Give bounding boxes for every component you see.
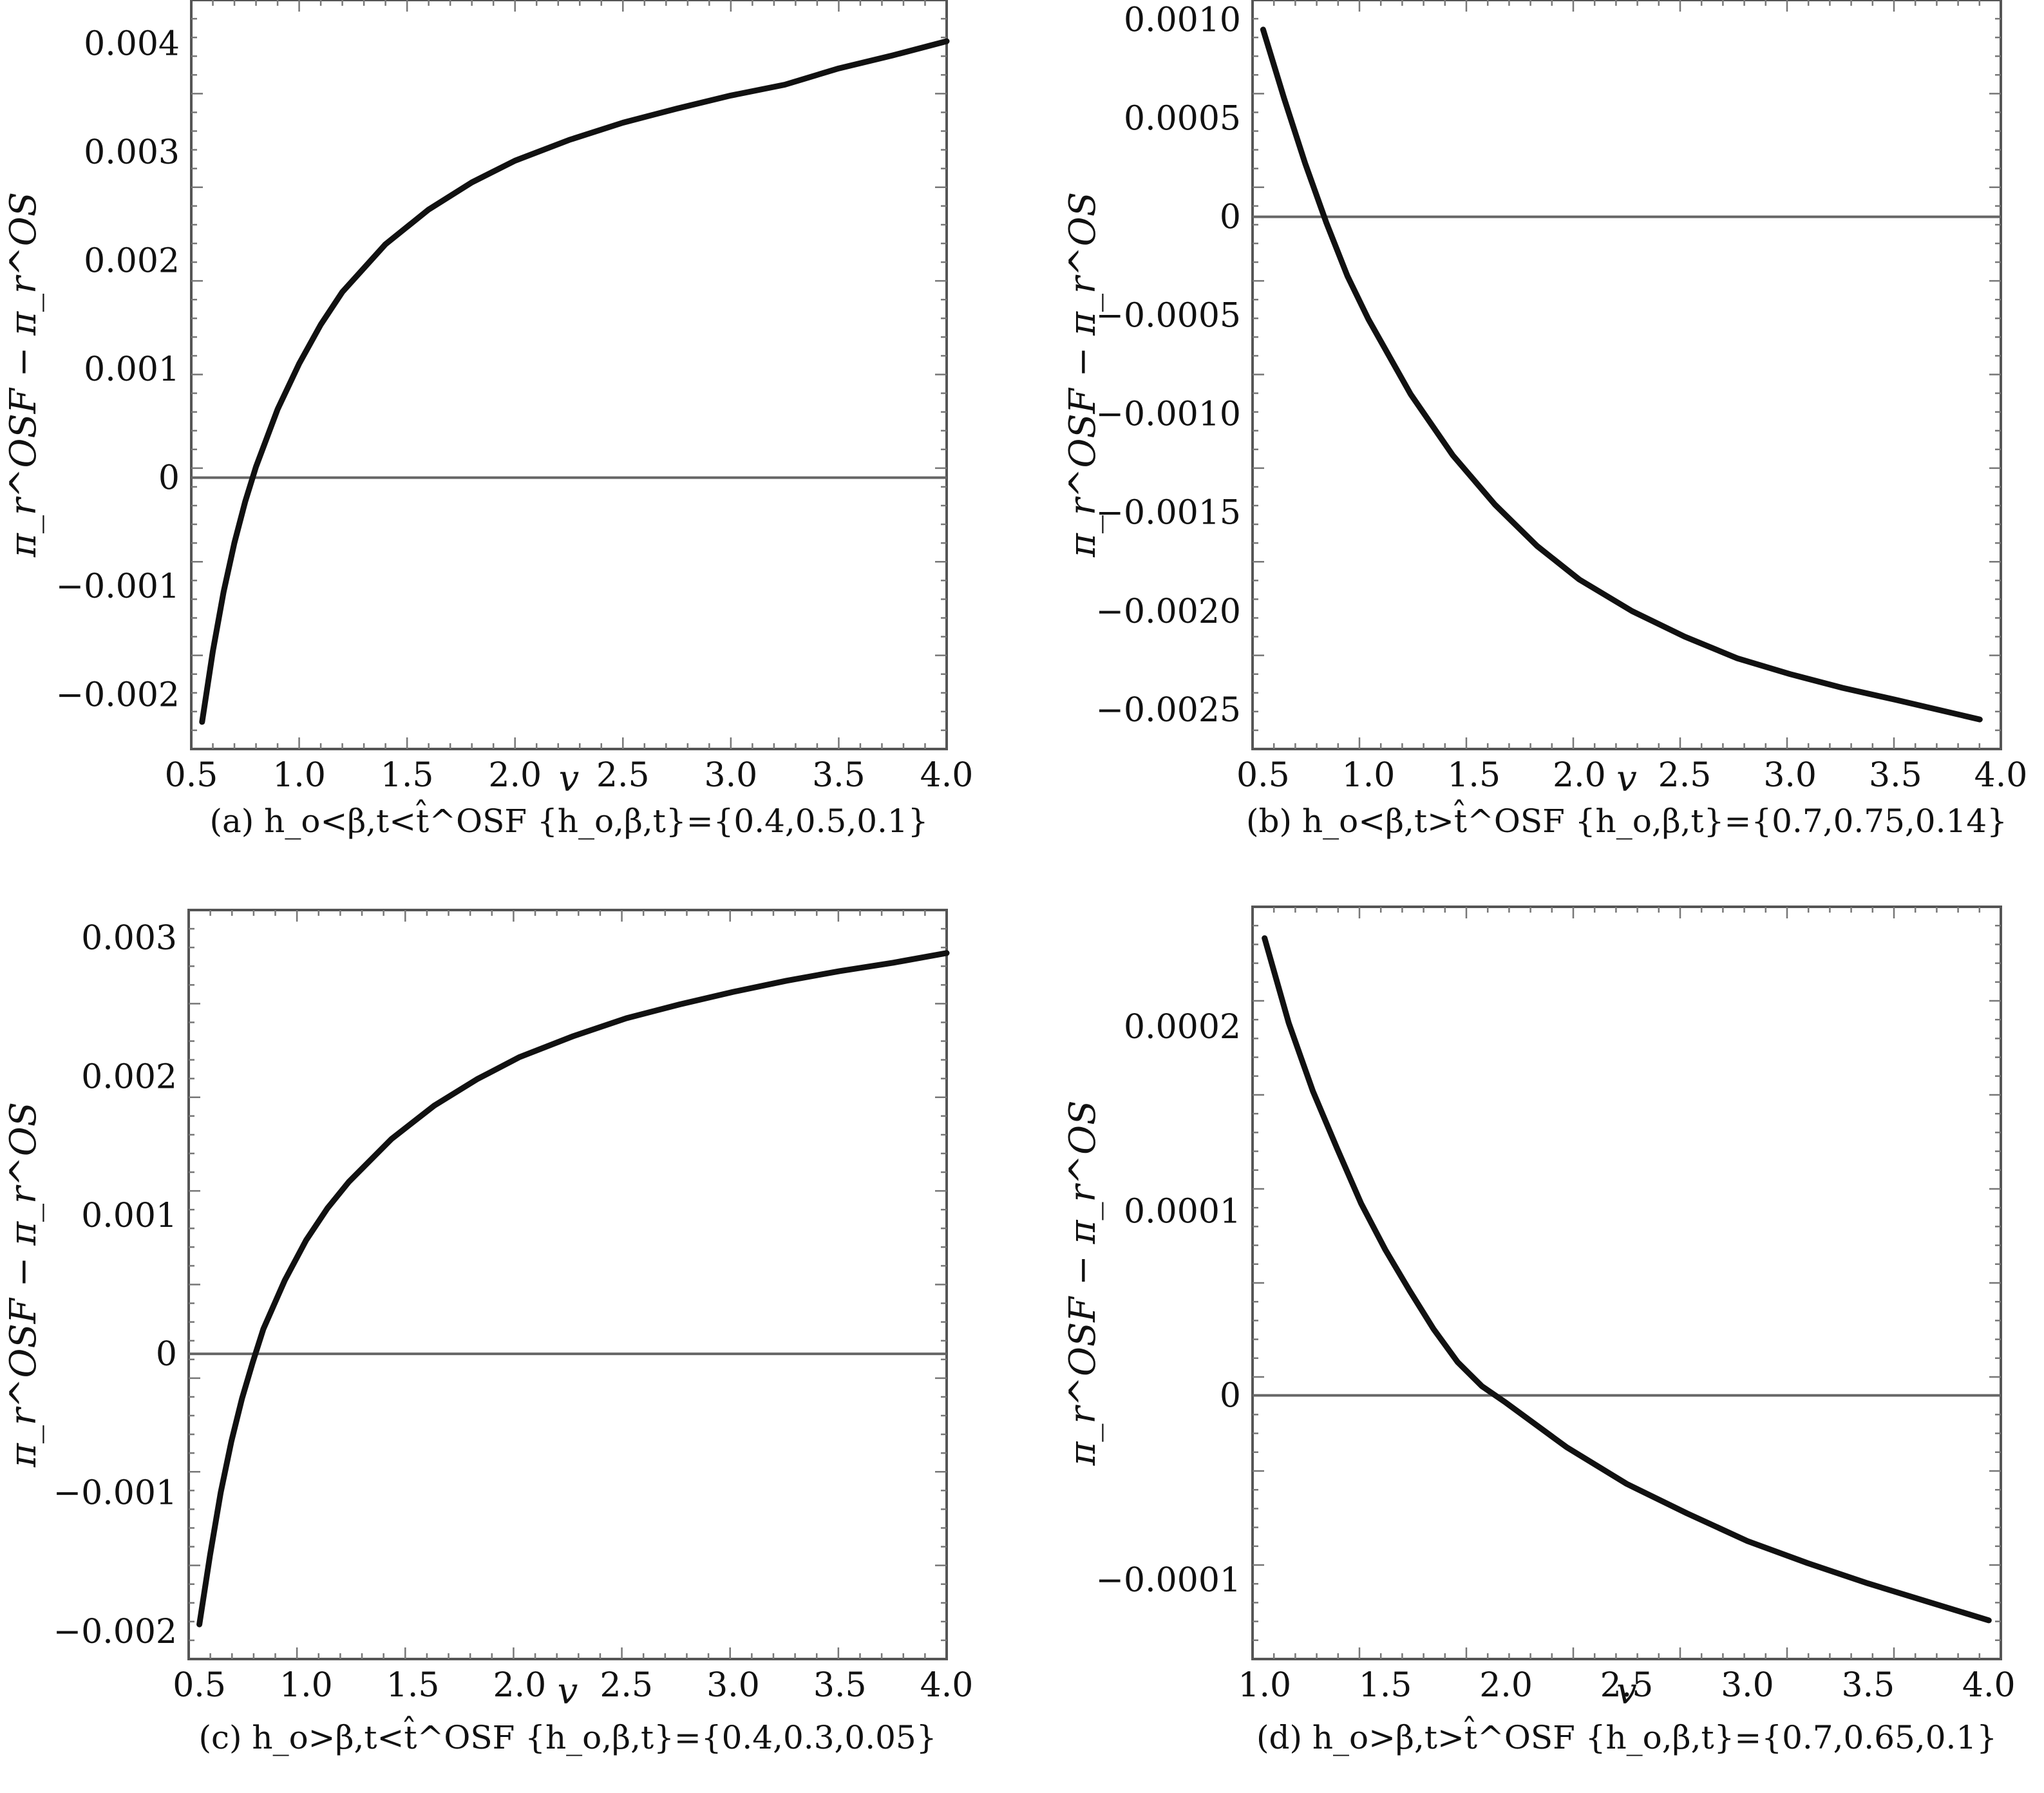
- y-tick-label: 0.0005: [1124, 100, 1241, 138]
- y-tick-label: −0.0010: [1095, 395, 1241, 434]
- x-tick-label: 3.5: [1841, 1666, 1895, 1705]
- minor-ticks: [189, 910, 947, 1659]
- y-tick-label: 0: [1220, 1377, 1241, 1416]
- x-tick-label: 2.5: [596, 756, 650, 795]
- panel-a: 0.5 1.0 1.5 2.0 2.5 3.0 3.5 4.0 −0.002 −0.001 0 0.0…: [3, 0, 973, 840]
- x-tick-label: 0.5: [173, 1666, 226, 1705]
- x-axis-label: v: [558, 1671, 578, 1712]
- x-tick-label: 0.5: [165, 756, 218, 795]
- x-tick-label: 3.0: [706, 1666, 760, 1705]
- y-tick-label: 0.002: [81, 1058, 177, 1096]
- plot-frame: [1251, 906, 2002, 1660]
- panel-b: 0.5 1.0 1.5 2.0 2.5 3.0 3.5 4.0 −0.0025 −0.0020 −0…: [1062, 0, 2027, 840]
- x-tick-label: 2.5: [1600, 1666, 1654, 1705]
- x-tick-label: 1.0: [279, 1666, 333, 1705]
- x-axis-label: v: [1616, 1671, 1637, 1712]
- x-tick-label: 3.5: [813, 1666, 867, 1705]
- y-tick-label: −0.002: [56, 676, 180, 715]
- panel-c: 0.5 1.0 1.5 2.0 2.5 3.0 3.5 4.0 −0.002 −0.001 0 0.0…: [3, 909, 974, 1756]
- x-tick-label: 1.0: [1342, 756, 1396, 795]
- plot-frame: [190, 0, 948, 750]
- y-tick-label: 0.001: [84, 350, 180, 389]
- x-tick-label: 2.0: [1479, 1666, 1533, 1705]
- y-tick-label: −0.0005: [1095, 297, 1241, 336]
- y-tick-label: 0.002: [84, 242, 180, 281]
- panel-caption: (b) h_o<β,t>t̂^OSF {h_o,β,t}={0.7,0.75,0…: [1246, 799, 2007, 840]
- x-tick-label: 2.0: [1553, 756, 1606, 795]
- panel-d: 1.0 1.5 2.0 2.5 3.0 3.5 4.0 −0.0001 0 0.0001 0.000…: [1062, 906, 2016, 1756]
- panel-caption: (c) h_o>β,t<t̂^OSF {h_o,β,t}={0.4,0.3,0.…: [198, 1715, 936, 1756]
- y-axis-label: π_r^OSF − π_r^OS: [1062, 1101, 1104, 1466]
- y-tick-label: −0.002: [53, 1613, 177, 1651]
- x-tick-label: 3.5: [812, 756, 866, 795]
- series-line: [199, 38, 950, 725]
- x-tick-label: 2.0: [493, 1666, 547, 1705]
- x-tick-label: 2.5: [600, 1666, 653, 1705]
- x-axis-label: v: [559, 758, 580, 800]
- y-axis-label: π_r^OSF − π_r^OS: [1062, 192, 1104, 558]
- x-tick-label: 0.5: [1236, 756, 1290, 795]
- x-tick-label: 4.0: [920, 1666, 974, 1705]
- minor-ticks: [1253, 0, 2001, 749]
- y-tick-label: 0: [156, 1335, 177, 1374]
- y-axis-label: π_r^OSF − π_r^OS: [3, 192, 44, 558]
- x-tick-label: 3.0: [1763, 756, 1817, 795]
- minor-ticks: [191, 0, 947, 749]
- y-tick-label: 0.0001: [1124, 1192, 1241, 1231]
- panel-caption: (d) h_o>β,t>t̂^OSF {h_o,β,t}={0.7,0.65,0…: [1256, 1715, 1997, 1756]
- y-tick-label: −0.0001: [1095, 1561, 1241, 1600]
- x-tick-label: 2.0: [488, 756, 542, 795]
- y-tick-label: 0: [158, 459, 180, 498]
- x-tick-label: 3.0: [1721, 1666, 1774, 1705]
- x-tick-label: 4.0: [1962, 1666, 2016, 1705]
- y-tick-label: 0.0010: [1124, 1, 1241, 40]
- y-tick-label: 0.001: [81, 1197, 177, 1235]
- y-tick-label: −0.0015: [1095, 494, 1241, 533]
- series-line: [1260, 26, 1983, 723]
- x-tick-label: 3.0: [705, 756, 758, 795]
- x-tick-label: 1.0: [1238, 1666, 1291, 1705]
- x-tick-label: 1.5: [386, 1666, 440, 1705]
- x-tick-label: 1.5: [1447, 756, 1500, 795]
- y-tick-label: 0.0002: [1124, 1008, 1241, 1047]
- x-axis-label: v: [1616, 758, 1637, 800]
- x-tick-label: 1.5: [1359, 1666, 1412, 1705]
- series-line: [1262, 935, 1992, 1624]
- x-tick-label: 4.0: [1974, 756, 2028, 795]
- y-tick-label: 0.003: [81, 919, 177, 958]
- x-tick-label: 1.5: [381, 756, 434, 795]
- x-tick-label: 2.5: [1658, 756, 1712, 795]
- y-tick-label: 0.003: [84, 133, 180, 172]
- series-line: [196, 950, 950, 1627]
- x-tick-label: 1.0: [272, 756, 326, 795]
- y-tick-label: −0.001: [53, 1474, 177, 1513]
- x-tick-label: 4.0: [920, 756, 974, 795]
- minor-ticks: [1253, 907, 2001, 1659]
- y-axis-label: π_r^OSF − π_r^OS: [3, 1102, 44, 1468]
- y-tick-label: 0: [1220, 198, 1241, 237]
- y-tick-label: −0.0020: [1095, 593, 1241, 631]
- y-tick-label: 0.004: [84, 24, 180, 63]
- y-tick-label: −0.001: [56, 567, 180, 606]
- panel-caption: (a) h_o<β,t<t̂^OSF {h_o,β,t}={0.4,0.5,0.…: [209, 799, 928, 840]
- plot-frame: [1251, 0, 2002, 750]
- plot-frame: [187, 909, 948, 1660]
- y-tick-label: −0.0025: [1095, 691, 1241, 730]
- x-tick-label: 3.5: [1869, 756, 1922, 795]
